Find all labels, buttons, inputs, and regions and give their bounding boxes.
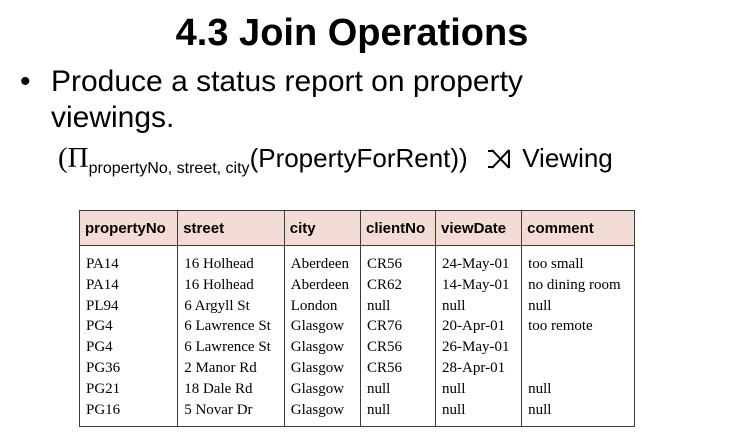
cell-city: Glasgow: [283, 337, 361, 358]
column-header-city: city: [283, 210, 361, 246]
column-header-clientno: clientNo: [359, 210, 436, 246]
cell-city: London: [283, 295, 361, 317]
cell-clientno: CR56: [359, 245, 436, 275]
table-row: PL94 6 Argyll St London null null null: [80, 295, 635, 317]
cell-clientno: null: [359, 378, 436, 400]
cell-city: Glasgow: [283, 357, 361, 379]
projection-attributes: propertyNo, street, city: [88, 160, 250, 177]
table-row: PG4 6 Lawrence St Glasgow CR56 26-May-01: [80, 337, 635, 358]
cell-propertyno: PG16: [86, 401, 121, 418]
table-row: PG21 18 Dale Rd Glasgow null null null: [80, 378, 635, 400]
cell-street: 16 Holhead: [177, 274, 285, 296]
cell-viewdate: 28-Apr-01: [435, 357, 522, 379]
cell-comment: no dining room: [521, 274, 635, 296]
cell-street: 6 Argyll St: [177, 295, 285, 317]
cell-street: 6 Lawrence St: [177, 337, 285, 358]
cell-street: 5 Novar Dr: [177, 399, 285, 427]
cell-city: Glasgow: [283, 399, 361, 427]
table-row: PA14 16 Holhead Aberdeen CR56 24-May-01 …: [80, 245, 635, 275]
cell-clientno: CR56: [359, 337, 436, 358]
cell-street: 18 Dale Rd: [177, 378, 285, 400]
cell-propertyno: PG4: [86, 339, 113, 356]
cell-clientno: null: [359, 399, 436, 427]
left-relation: (PropertyForRent)): [249, 143, 468, 173]
table-row: PA14 16 Holhead Aberdeen CR62 14-May-01 …: [80, 274, 635, 296]
table-row: PG16 5 Novar Dr Glasgow null null null: [80, 399, 635, 427]
cell-propertyno: PG4: [86, 318, 113, 335]
left-outer-join-icon: [487, 149, 510, 169]
column-header-viewdate: viewDate: [435, 210, 522, 246]
right-relation: Viewing: [522, 143, 613, 173]
cell-clientno: null: [359, 295, 436, 317]
cell-viewdate: null: [435, 399, 522, 427]
column-header-street: street: [177, 210, 285, 246]
cell-viewdate: 24-May-01: [435, 245, 522, 275]
cell-city: Aberdeen: [283, 245, 361, 275]
relational-algebra-expression: (ΠpropertyNo, street, city(PropertyForRe…: [58, 141, 613, 177]
cell-city: Glasgow: [283, 316, 361, 338]
cell-viewdate: 20-Apr-01: [435, 316, 522, 338]
cell-propertyno: PA14: [86, 276, 119, 293]
cell-comment: null: [521, 399, 635, 427]
table-row: PG4 6 Lawrence St Glasgow CR76 20-Apr-01…: [80, 316, 635, 338]
bullet-text: Produce a status report on property view…: [51, 65, 523, 134]
result-table: propertyNo street city clientNo viewDate…: [79, 210, 635, 428]
cell-viewdate: 26-May-01: [435, 337, 522, 358]
cell-comment: too small: [521, 245, 635, 275]
bullet-dot-icon: •: [20, 65, 31, 98]
cell-comment: [521, 357, 635, 379]
cell-propertyno: PG36: [86, 359, 121, 376]
cell-comment: null: [521, 295, 635, 317]
cell-clientno: CR56: [359, 357, 436, 379]
cell-propertyno: PA14: [86, 256, 119, 272]
cell-clientno: CR62: [359, 274, 436, 296]
cell-propertyno: PG21: [86, 380, 121, 397]
table-header-row: propertyNo street city clientNo viewDate…: [79, 210, 635, 246]
cell-viewdate: 14-May-01: [435, 274, 522, 296]
cell-viewdate: null: [435, 295, 522, 317]
cell-comment: null: [521, 378, 635, 400]
cell-city: Aberdeen: [283, 274, 361, 296]
cell-city: Glasgow: [283, 378, 361, 400]
cell-clientno: CR76: [359, 316, 436, 338]
column-header-propertyno: propertyNo: [79, 210, 178, 246]
cell-propertyno: PL94: [86, 297, 119, 314]
cell-viewdate: null: [435, 378, 522, 400]
cell-street: 16 Holhead: [177, 245, 285, 275]
table-row: PG36 2 Manor Rd Glasgow CR56 28-Apr-01: [80, 357, 635, 379]
cell-street: 2 Manor Rd: [177, 357, 285, 379]
cell-street: 6 Lawrence St: [177, 316, 285, 338]
slide-title: 4.3 Join Operations: [175, 12, 529, 54]
cell-comment: [521, 337, 635, 358]
cell-comment: too remote: [521, 316, 635, 338]
projection-symbol: (Π: [58, 142, 89, 174]
column-header-comment: comment: [521, 210, 635, 246]
